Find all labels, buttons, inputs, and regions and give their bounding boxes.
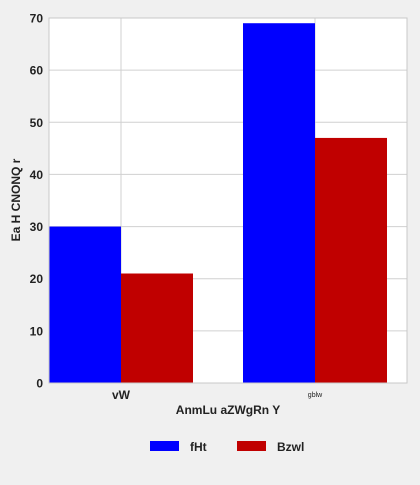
y-tick-label: 60: [30, 64, 44, 78]
bar-Bzwl-vW: [121, 273, 193, 383]
y-tick-label: 40: [30, 168, 44, 182]
y-tick-label: 50: [30, 116, 44, 130]
plot-frame: [48, 17, 408, 384]
x-tick-labels: vW gblw: [112, 388, 323, 402]
y-tick-labels: 0 10 20 30 40 50 60 70: [30, 12, 44, 391]
x-axis-label: AnmLu aZWgRn Y: [176, 403, 280, 417]
x-tick-label: gblw: [308, 392, 323, 399]
bars: [49, 23, 387, 383]
legend: fHt Bzwl: [150, 440, 304, 454]
bar-fHt-vW: [49, 226, 121, 383]
legend-label: Bzwl: [277, 440, 304, 454]
y-axis-label: Ea H CNONQ r: [9, 158, 23, 241]
legend-label: fHt: [190, 440, 207, 454]
y-tick-label: 70: [30, 12, 44, 26]
y-tick-label: 30: [30, 220, 44, 234]
bar-fHt-gblw: [243, 23, 315, 383]
y-tick-label: 10: [30, 324, 44, 338]
legend-swatch-fHt: [150, 441, 179, 451]
y-tick-label: 20: [30, 272, 44, 286]
y-tick-label: 0: [36, 377, 43, 391]
x-tick-label: vW: [112, 388, 131, 402]
bar-Bzwl-gblw: [315, 137, 387, 383]
legend-swatch-Bzwl: [237, 441, 266, 451]
